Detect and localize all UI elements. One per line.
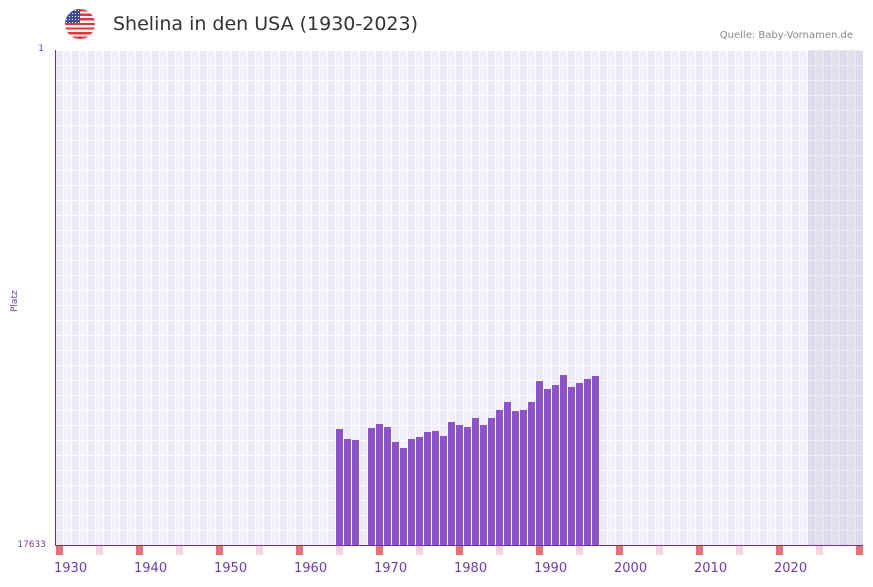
future-shading <box>808 50 863 545</box>
bar-1980 <box>472 418 479 545</box>
year-marker <box>96 546 103 555</box>
year-marker <box>456 546 463 555</box>
y-tick-bottom: 17633 <box>17 540 46 550</box>
bar-1982 <box>488 418 495 545</box>
year-marker <box>336 546 343 555</box>
bar-1991 <box>560 375 567 545</box>
x-tick-1960: 1960 <box>294 561 328 576</box>
year-marker <box>696 546 703 555</box>
year-marker <box>656 546 663 555</box>
bar-1988 <box>536 380 543 545</box>
bar-1963 <box>336 428 343 545</box>
year-marker <box>376 546 383 555</box>
year-marker <box>496 546 503 555</box>
y-axis-line <box>55 50 56 546</box>
y-tick-top: 1 <box>38 44 44 54</box>
bar-1964 <box>344 439 351 545</box>
bar-1990 <box>552 385 559 545</box>
x-tick-2000: 2000 <box>614 561 648 576</box>
bar-1987 <box>528 402 535 545</box>
bar-1979 <box>464 427 471 545</box>
year-marker <box>816 546 823 555</box>
bar-1985 <box>512 411 519 545</box>
bar-1974 <box>424 432 431 545</box>
x-tick-2010: 2010 <box>694 561 728 576</box>
year-marker <box>576 546 583 555</box>
bar-1973 <box>416 437 423 545</box>
year-marker <box>416 546 423 555</box>
x-tick-1950: 1950 <box>214 561 248 576</box>
chart-title: Shelina in den USA (1930-2023) <box>113 13 419 35</box>
bar-1965 <box>352 440 359 545</box>
x-tick-2020: 2020 <box>774 561 808 576</box>
year-marker <box>616 546 623 555</box>
year-marker <box>56 546 63 555</box>
x-tick-1970: 1970 <box>374 561 408 576</box>
bar-1972 <box>408 439 415 545</box>
y-axis-title: Platz <box>10 290 20 312</box>
year-marker <box>736 546 743 555</box>
bar-1978 <box>456 425 463 545</box>
year-marker <box>176 546 183 555</box>
x-tick-1940: 1940 <box>134 561 168 576</box>
bar-1971 <box>400 448 407 545</box>
x-tick-1930: 1930 <box>54 561 88 576</box>
plot-area <box>55 50 863 545</box>
bar-1993 <box>576 382 583 545</box>
year-marker <box>856 546 863 555</box>
year-marker <box>776 546 783 555</box>
year-marker <box>296 546 303 555</box>
bar-1984 <box>504 402 511 545</box>
bar-1992 <box>568 387 575 545</box>
bar-1995 <box>592 375 599 545</box>
bar-1967 <box>368 427 375 545</box>
x-tick-1990: 1990 <box>534 561 568 576</box>
year-marker <box>136 546 143 555</box>
bar-1975 <box>432 430 439 545</box>
bar-1994 <box>584 378 591 545</box>
bar-1977 <box>448 421 455 545</box>
bar-1969 <box>384 427 391 545</box>
us-flag-icon <box>65 9 95 39</box>
source-label: Quelle: Baby-Vornamen.de <box>719 30 853 41</box>
bar-1986 <box>520 410 527 545</box>
bar-1970 <box>392 441 399 545</box>
x-tick-1980: 1980 <box>454 561 488 576</box>
year-marker <box>256 546 263 555</box>
bar-1976 <box>440 435 447 545</box>
x-axis-line <box>55 545 863 546</box>
year-marker <box>536 546 543 555</box>
bar-1983 <box>496 410 503 545</box>
year-marker <box>216 546 223 555</box>
bar-1981 <box>480 425 487 545</box>
bar-1989 <box>544 389 551 545</box>
bar-1968 <box>376 423 383 545</box>
